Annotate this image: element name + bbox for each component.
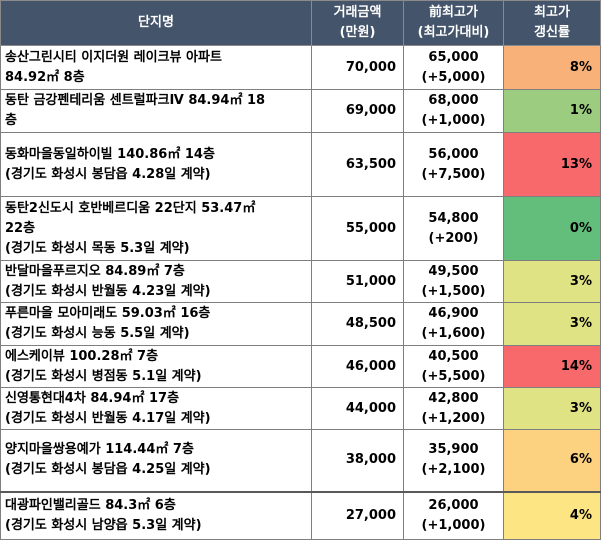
table-row: 대광파인밸리골드 84.3㎡ 6층 (경기도 화성시 남양읍 5.3일 계약) … <box>0 490 601 540</box>
table-row: 동탄 금강펜테리움 센트럴파크Ⅳ 84.94㎡ 18 층 69,000 68,0… <box>0 89 601 133</box>
price-cell: 27,000 <box>311 490 404 540</box>
renewal-rate-cell: 6% <box>503 429 601 492</box>
price-cell: 51,000 <box>311 260 404 303</box>
table-row: 송산그린시티 이지더원 레이크뷰 아파트 84.92㎡ 8층 70,000 65… <box>0 45 601 90</box>
price-cell: 55,000 <box>311 196 404 261</box>
renewal-rate-cell: 14% <box>503 345 601 388</box>
complex-name-cell: 송산그린시티 이지더원 레이크뷰 아파트 84.92㎡ 8층 <box>0 45 312 90</box>
previous-high-cell: 54,800 (+200) <box>403 196 504 261</box>
table-row: 양지마을쌍용예가 114.44㎡ 7층 (경기도 화성시 봉담읍 4.25일 계… <box>0 429 601 492</box>
previous-high-cell: 35,900 (+2,100) <box>403 429 504 492</box>
table-row: 동탄2신도시 호반베르디움 22단지 53.47㎡ 22층 (경기도 화성시 목… <box>0 196 601 261</box>
table-row: 동화마을동일하이빌 140.86㎡ 14층 (경기도 화성시 봉담읍 4.28일… <box>0 132 601 197</box>
previous-high-cell: 49,500 (+1,500) <box>403 260 504 303</box>
renewal-rate-cell: 3% <box>503 302 601 346</box>
price-cell: 44,000 <box>311 387 404 430</box>
renewal-rate-cell: 8% <box>503 45 601 90</box>
header-price: 거래금액 (만원) <box>311 0 404 46</box>
previous-high-cell: 56,000 (+7,500) <box>403 132 504 197</box>
complex-name-cell: 에스케이뷰 100.28㎡ 7층 (경기도 화성시 병점동 5.1일 계약) <box>0 345 312 388</box>
price-cell: 69,000 <box>311 89 404 133</box>
complex-name-cell: 대광파인밸리골드 84.3㎡ 6층 (경기도 화성시 남양읍 5.3일 계약) <box>0 490 312 540</box>
price-cell: 48,500 <box>311 302 404 346</box>
renewal-rate-cell: 3% <box>503 260 601 303</box>
table-row: 신영통현대4차 84.94㎡ 17층 (경기도 화성시 반월동 4.17일 계약… <box>0 387 601 430</box>
previous-high-cell: 40,500 (+5,500) <box>403 345 504 388</box>
header-renewal-rate: 최고가 갱신률 <box>503 0 601 46</box>
price-cell: 63,500 <box>311 132 404 197</box>
price-cell: 46,000 <box>311 345 404 388</box>
complex-name-cell: 동탄2신도시 호반베르디움 22단지 53.47㎡ 22층 (경기도 화성시 목… <box>0 196 312 261</box>
previous-high-cell: 68,000 (+1,000) <box>403 89 504 133</box>
previous-high-cell: 65,000 (+5,000) <box>403 45 504 90</box>
header-previous-high: 前최고가 (최고가대비) <box>403 0 504 46</box>
complex-name-cell: 동화마을동일하이빌 140.86㎡ 14층 (경기도 화성시 봉담읍 4.28일… <box>0 132 312 197</box>
header-complex-name: 단지명 <box>0 0 312 46</box>
previous-high-cell: 26,000 (+1,000) <box>403 490 504 540</box>
renewal-rate-cell: 13% <box>503 132 601 197</box>
complex-name-cell: 신영통현대4차 84.94㎡ 17층 (경기도 화성시 반월동 4.17일 계약… <box>0 387 312 430</box>
renewal-rate-cell: 3% <box>503 387 601 430</box>
complex-name-cell: 푸른마을 모아미래도 59.03㎡ 16층 (경기도 화성시 능동 5.5일 계… <box>0 302 312 346</box>
renewal-rate-cell: 4% <box>503 490 601 540</box>
complex-name-cell: 양지마을쌍용예가 114.44㎡ 7층 (경기도 화성시 봉담읍 4.25일 계… <box>0 429 312 492</box>
table-row: 푸른마을 모아미래도 59.03㎡ 16층 (경기도 화성시 능동 5.5일 계… <box>0 302 601 346</box>
header-row: 단지명 거래금액 (만원) 前최고가 (최고가대비) 최고가 갱신률 <box>0 0 601 46</box>
table-row: 반달마을푸르지오 84.89㎡ 7층 (경기도 화성시 반월동 4.23일 계약… <box>0 260 601 303</box>
renewal-rate-cell: 0% <box>503 196 601 261</box>
previous-high-cell: 46,900 (+1,600) <box>403 302 504 346</box>
price-cell: 70,000 <box>311 45 404 90</box>
renewal-rate-cell: 1% <box>503 89 601 133</box>
table-row: 에스케이뷰 100.28㎡ 7층 (경기도 화성시 병점동 5.1일 계약) 4… <box>0 345 601 388</box>
previous-high-cell: 42,800 (+1,200) <box>403 387 504 430</box>
complex-name-cell: 반달마을푸르지오 84.89㎡ 7층 (경기도 화성시 반월동 4.23일 계약… <box>0 260 312 303</box>
complex-name-cell: 동탄 금강펜테리움 센트럴파크Ⅳ 84.94㎡ 18 층 <box>0 89 312 133</box>
price-cell: 38,000 <box>311 429 404 492</box>
